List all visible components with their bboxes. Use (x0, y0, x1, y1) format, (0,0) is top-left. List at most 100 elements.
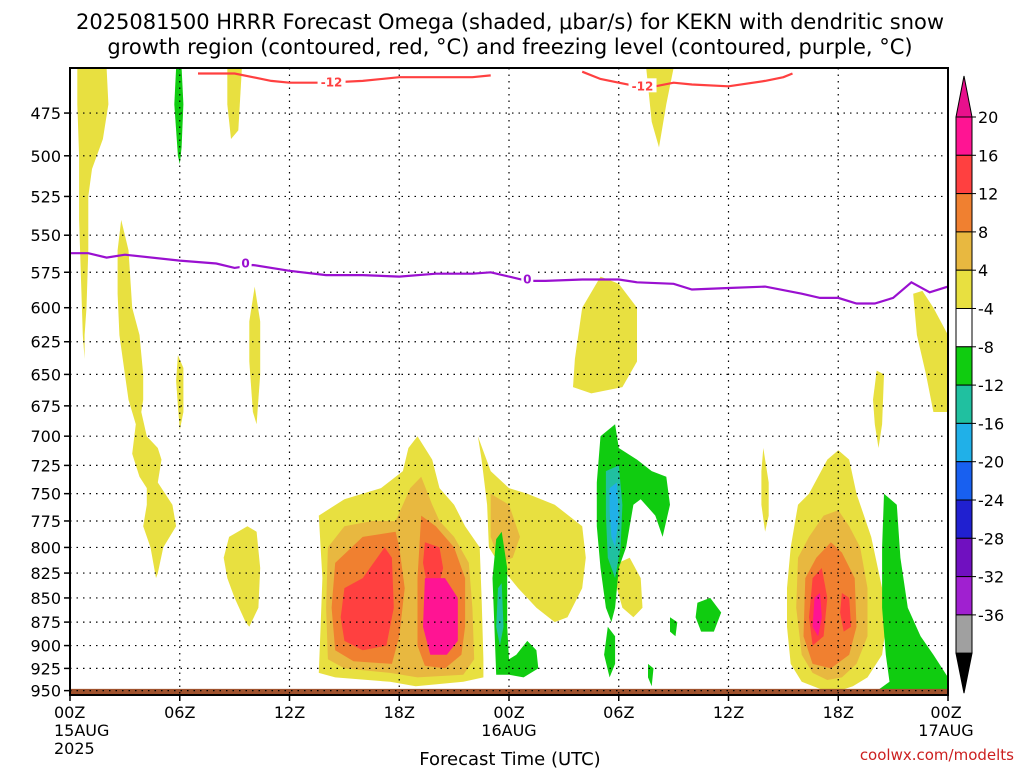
omega-region-11 (761, 448, 769, 532)
colorbar-label-4: 4 (978, 261, 988, 280)
x-tick-label-8: 00Z (930, 703, 961, 722)
omega-region-32 (648, 663, 654, 687)
grid-lines (70, 68, 948, 695)
freezing-level-label-0: 0 (241, 257, 249, 271)
y-tick-label-14: 825 (30, 564, 61, 583)
colorbar-swatch-13 (955, 614, 973, 654)
y-axis: 475 500 525 550 575 600 625 650 675 700 725 750 775 8… (30, 104, 70, 701)
omega-region-26 (812, 593, 822, 637)
x-tick-label-7: 18Z (823, 703, 854, 722)
chart-title: 2025081500 HRRR Forecast Omega (shaded, … (76, 10, 944, 59)
omega-region-0 (77, 68, 109, 359)
omega-region-21 (340, 547, 394, 651)
colorbar-label-5: -4 (978, 300, 994, 319)
ground-strip (70, 688, 948, 695)
omega-region-5 (223, 526, 261, 627)
credit-text: coolwx.com/modelts (860, 746, 1014, 764)
colorbar-label-11: -28 (978, 529, 1004, 548)
omega-region-14 (913, 290, 948, 412)
omega-region-8 (573, 276, 637, 394)
omega-region-4 (249, 286, 261, 425)
colorbar: 20 16 12 8 4 -4 -8 -12 -16 -20 -24 -28 -32 -36 (955, 75, 1004, 694)
omega-region-34 (874, 493, 948, 695)
x-tick-label-2: 12Z (274, 703, 305, 722)
omega-region-27 (174, 68, 184, 165)
title-line-1: 2025081500 HRRR Forecast Omega (shaded, … (76, 10, 944, 34)
y-tick-label-1: 500 (30, 147, 61, 166)
y-tick-label-11: 750 (30, 485, 61, 504)
colorbar-label-8: -16 (978, 414, 1004, 433)
colorbar-swatch-0 (955, 116, 973, 156)
y-tick-label-2: 525 (30, 187, 61, 206)
colorbar-label-7: -12 (978, 376, 1004, 395)
dgz-minus12-label-0: -12 (321, 76, 343, 90)
omega-region-37 (609, 482, 619, 548)
freezing-label-bg-1 (521, 271, 534, 286)
omega-region-28 (492, 531, 539, 678)
colorbar-swatch-5 (955, 308, 973, 348)
omega-region-1 (117, 219, 177, 579)
colorbar-label-10: -24 (978, 491, 1004, 510)
colorbar-swatch-9 (955, 461, 973, 501)
colorbar-label-9: -20 (978, 453, 1004, 472)
colorbar-swatch-10 (955, 499, 973, 539)
omega-region-13 (873, 370, 884, 448)
y-tick-label-9: 700 (30, 427, 61, 446)
colorbar-swatch-2 (955, 193, 973, 233)
y-tick-label-16: 875 (30, 613, 61, 632)
colorbar-swatch-6 (955, 346, 973, 386)
colorbar-top-triangle (955, 75, 973, 118)
colorbar-label-6: -8 (978, 338, 994, 357)
y-tick-label-12: 775 (30, 512, 61, 531)
title-line-2: growth region (contoured, red, °C) and f… (107, 35, 912, 59)
omega-region-31 (670, 617, 678, 637)
y-tick-label-5: 600 (30, 299, 61, 318)
contour-lines: 0 0 -12 -12 (70, 70, 948, 305)
x-tick-year-0: 2025 (54, 739, 95, 758)
colorbar-label-0: 20 (978, 108, 998, 127)
omega-region-25 (423, 578, 458, 655)
colorbar-label-1: 16 (978, 146, 998, 165)
y-tick-label-17: 900 (30, 637, 61, 656)
y-tick-label-6: 625 (30, 333, 61, 352)
omega-region-36 (496, 583, 504, 646)
x-tick-label-0: 00Z (54, 703, 85, 722)
dgz-label-bg-1 (628, 78, 657, 93)
colorbar-label-12: -32 (978, 568, 1004, 587)
omega-region-10 (611, 557, 643, 618)
colorbar-swatch-11 (955, 537, 973, 578)
omega-region-7 (477, 436, 586, 623)
y-tick-label-13: 800 (30, 538, 61, 557)
dgz-minus12-line-1 (581, 70, 793, 88)
y-tick-label-0: 475 (30, 104, 61, 123)
y-tick-label-4: 575 (30, 263, 61, 282)
colorbar-label-3: 8 (978, 223, 988, 242)
omega-region-3 (227, 68, 242, 139)
omega-region-2 (176, 355, 184, 431)
colorbar-label-2: 12 (978, 185, 998, 204)
x-tick-date-0: 15AUG (54, 721, 109, 740)
freezing-level-line (70, 252, 948, 305)
y-tick-label-3: 550 (30, 226, 61, 245)
colorbar-swatch-1 (955, 154, 973, 195)
x-tick-label-1: 06Z (164, 703, 195, 722)
omega-region-30 (604, 626, 616, 678)
y-tick-label-18: 925 (30, 659, 61, 678)
colorbar-label-13: -36 (978, 606, 1004, 625)
dgz-minus12-label-1: -12 (632, 79, 654, 93)
y-tick-label-7: 650 (30, 365, 61, 384)
colorbar-swatch-3 (955, 231, 973, 271)
colorbar-bottom-triangle (955, 652, 973, 694)
x-tick-label-3: 18Z (384, 703, 415, 722)
omega-region-33 (695, 597, 722, 632)
colorbar-swatch-7 (955, 384, 973, 424)
x-tick-date-8: 17AUG (918, 721, 973, 740)
y-tick-label-8: 675 (30, 397, 61, 416)
x-axis-title: Forecast Time (UTC) (419, 749, 600, 768)
x-tick-label-4: 00Z (493, 703, 524, 722)
y-tick-label-15: 850 (30, 589, 61, 608)
x-tick-date-4: 16AUG (481, 721, 536, 740)
colorbar-swatch-4 (955, 269, 973, 310)
